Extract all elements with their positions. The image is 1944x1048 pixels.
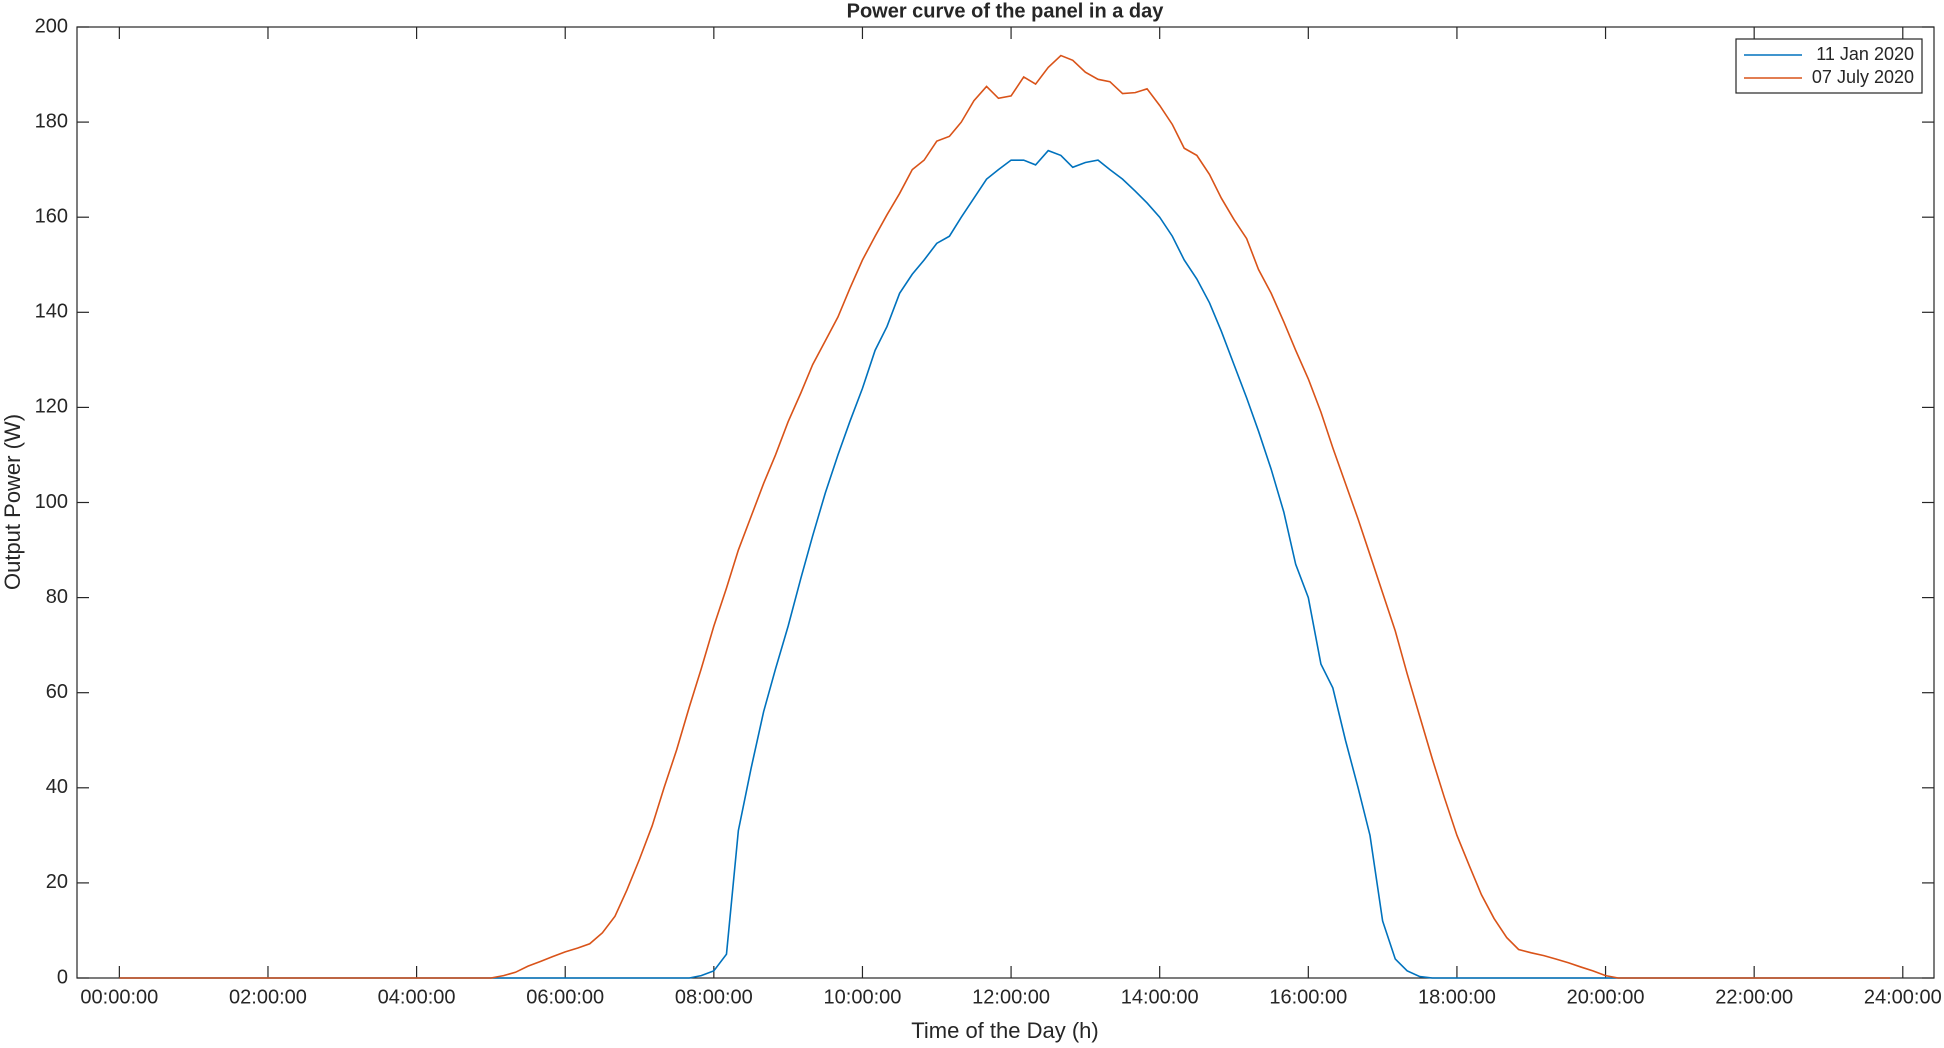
y-tick-label: 160: [35, 205, 68, 227]
y-tick-label: 200: [35, 15, 68, 37]
y-tick-label: 0: [57, 966, 68, 988]
y-tick-label: 180: [35, 110, 68, 132]
y-tick-label: 120: [35, 396, 68, 418]
x-tick-label: 20:00:00: [1567, 986, 1645, 1008]
x-tick-label: 16:00:00: [1269, 986, 1347, 1008]
axes-box: [76, 26, 1935, 979]
x-tick-label: 12:00:00: [972, 986, 1050, 1008]
y-tick-label: 20: [46, 871, 68, 893]
x-tick-label: 18:00:00: [1418, 986, 1496, 1008]
y-tick-label: 60: [46, 681, 68, 703]
y-axis-label: Output Power (W): [0, 414, 25, 590]
x-tick-label: 22:00:00: [1715, 986, 1793, 1008]
x-tick-label: 24:00:00: [1864, 986, 1942, 1008]
x-tick-label: 06:00:00: [526, 986, 604, 1008]
x-tick-label: 02:00:00: [229, 986, 307, 1008]
x-tick-label: 04:00:00: [378, 986, 456, 1008]
x-tick-label: 14:00:00: [1121, 986, 1199, 1008]
legend-label: 11 Jan 2020: [1816, 44, 1914, 64]
x-tick-label: 00:00:00: [80, 986, 158, 1008]
y-tick-label: 140: [35, 301, 68, 323]
y-tick-label: 100: [35, 491, 68, 513]
chart-title: Power curve of the panel in a day: [847, 0, 1165, 22]
x-tick-label: 10:00:00: [824, 986, 902, 1008]
data-line: [119, 54, 1891, 979]
y-tick-label: 80: [46, 586, 68, 608]
legend-label: 07 July 2020: [1812, 67, 1914, 87]
x-tick-label: 08:00:00: [675, 986, 753, 1008]
x-axis-label: Time of the Day (h): [911, 1018, 1098, 1043]
y-tick-label: 40: [46, 776, 68, 798]
legend-box: [1735, 38, 1923, 94]
data-line: [119, 149, 1891, 979]
